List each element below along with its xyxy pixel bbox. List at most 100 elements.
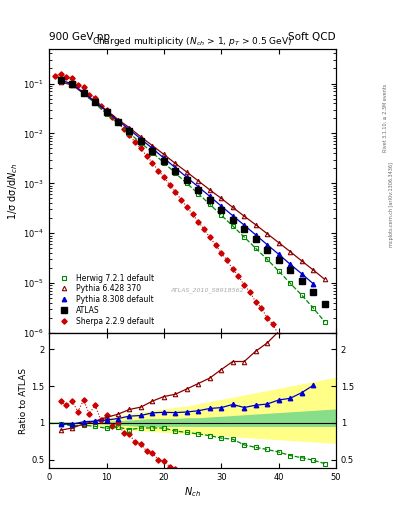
Herwig 7.2.1 default bbox=[173, 170, 178, 176]
ATLAS bbox=[93, 99, 97, 105]
Pythia 8.308 default bbox=[162, 155, 166, 161]
ATLAS bbox=[253, 237, 258, 243]
Pythia 6.428 370 bbox=[104, 108, 109, 114]
Pythia 8.308 default bbox=[127, 126, 132, 133]
Text: Rivet 3.1.10, ≥ 2.3M events: Rivet 3.1.10, ≥ 2.3M events bbox=[383, 83, 387, 152]
Pythia 6.428 370 bbox=[93, 99, 97, 105]
Pythia 8.308 default bbox=[173, 165, 178, 171]
ATLAS bbox=[288, 267, 292, 273]
Pythia 6.428 370 bbox=[162, 152, 166, 158]
Sherpa 2.2.9 default bbox=[144, 153, 149, 159]
Pythia 6.428 370 bbox=[230, 204, 235, 210]
Herwig 7.2.1 default bbox=[311, 305, 316, 311]
ATLAS bbox=[70, 80, 74, 87]
Sherpa 2.2.9 default bbox=[288, 348, 292, 354]
Pythia 8.308 default bbox=[150, 145, 155, 152]
Herwig 7.2.1 default bbox=[139, 140, 143, 146]
Sherpa 2.2.9 default bbox=[98, 102, 103, 109]
Legend: Herwig 7.2.1 default, Pythia 6.428 370, Pythia 8.308 default, ATLAS, Sherpa 2.2.: Herwig 7.2.1 default, Pythia 6.428 370, … bbox=[53, 270, 157, 329]
Sherpa 2.2.9 default bbox=[265, 315, 270, 321]
ATLAS bbox=[58, 76, 63, 82]
Sherpa 2.2.9 default bbox=[87, 92, 92, 98]
Pythia 6.428 370 bbox=[150, 142, 155, 148]
Sherpa 2.2.9 default bbox=[179, 197, 184, 203]
Sherpa 2.2.9 default bbox=[213, 242, 218, 248]
Line: Pythia 8.308 default: Pythia 8.308 default bbox=[59, 78, 315, 286]
Title: Charged multiplicity ($N_{ch}$ > 1, $p_T$ > 0.5 GeV): Charged multiplicity ($N_{ch}$ > 1, $p_T… bbox=[92, 35, 293, 49]
Herwig 7.2.1 default bbox=[150, 150, 155, 156]
Sherpa 2.2.9 default bbox=[116, 119, 120, 125]
Pythia 6.428 370 bbox=[81, 90, 86, 96]
Pythia 8.308 default bbox=[265, 242, 270, 248]
Herwig 7.2.1 default bbox=[162, 160, 166, 166]
ATLAS bbox=[127, 129, 132, 135]
Sherpa 2.2.9 default bbox=[225, 257, 230, 263]
Sherpa 2.2.9 default bbox=[110, 114, 115, 120]
Text: ATLAS_2010_S8918562: ATLAS_2010_S8918562 bbox=[170, 288, 244, 293]
Sherpa 2.2.9 default bbox=[242, 282, 246, 288]
Pythia 8.308 default bbox=[93, 99, 97, 105]
Pythia 6.428 370 bbox=[139, 134, 143, 140]
Pythia 8.308 default bbox=[116, 118, 120, 124]
Herwig 7.2.1 default bbox=[322, 318, 327, 325]
Text: mcplots.cern.ch [arXiv:1306.3436]: mcplots.cern.ch [arXiv:1306.3436] bbox=[389, 162, 393, 247]
Sherpa 2.2.9 default bbox=[248, 289, 252, 295]
Pythia 8.308 default bbox=[58, 77, 63, 83]
Sherpa 2.2.9 default bbox=[121, 126, 126, 133]
Herwig 7.2.1 default bbox=[196, 190, 201, 197]
Herwig 7.2.1 default bbox=[276, 268, 281, 274]
Pythia 8.308 default bbox=[104, 108, 109, 114]
Pythia 8.308 default bbox=[242, 222, 246, 228]
Sherpa 2.2.9 default bbox=[196, 219, 201, 225]
Sherpa 2.2.9 default bbox=[58, 71, 63, 77]
Sherpa 2.2.9 default bbox=[150, 160, 155, 166]
Sherpa 2.2.9 default bbox=[167, 182, 172, 188]
Pythia 8.308 default bbox=[184, 174, 189, 180]
ATLAS bbox=[265, 247, 270, 253]
ATLAS bbox=[196, 187, 201, 193]
Sherpa 2.2.9 default bbox=[253, 299, 258, 305]
Sherpa 2.2.9 default bbox=[311, 381, 316, 388]
ATLAS bbox=[208, 197, 212, 203]
Pythia 6.428 370 bbox=[265, 230, 270, 237]
Pythia 8.308 default bbox=[219, 203, 224, 209]
Pythia 6.428 370 bbox=[184, 169, 189, 175]
ATLAS bbox=[322, 301, 327, 307]
Herwig 7.2.1 default bbox=[253, 245, 258, 251]
Sherpa 2.2.9 default bbox=[173, 188, 178, 195]
Herwig 7.2.1 default bbox=[208, 201, 212, 207]
Sherpa 2.2.9 default bbox=[259, 305, 264, 311]
Sherpa 2.2.9 default bbox=[219, 250, 224, 256]
Y-axis label: Ratio to ATLAS: Ratio to ATLAS bbox=[19, 368, 28, 434]
Pythia 6.428 370 bbox=[288, 248, 292, 254]
Sherpa 2.2.9 default bbox=[93, 95, 97, 101]
Herwig 7.2.1 default bbox=[104, 111, 109, 117]
Herwig 7.2.1 default bbox=[58, 77, 63, 83]
Pythia 6.428 370 bbox=[322, 276, 327, 282]
Line: Pythia 6.428 370: Pythia 6.428 370 bbox=[59, 80, 327, 282]
Herwig 7.2.1 default bbox=[93, 100, 97, 106]
Herwig 7.2.1 default bbox=[184, 180, 189, 186]
ATLAS bbox=[230, 218, 235, 224]
Pythia 6.428 370 bbox=[311, 267, 316, 273]
Herwig 7.2.1 default bbox=[299, 292, 304, 298]
Sherpa 2.2.9 default bbox=[139, 145, 143, 152]
Herwig 7.2.1 default bbox=[219, 212, 224, 218]
Pythia 8.308 default bbox=[288, 261, 292, 267]
Sherpa 2.2.9 default bbox=[270, 321, 275, 327]
Sherpa 2.2.9 default bbox=[208, 234, 212, 240]
Sherpa 2.2.9 default bbox=[305, 370, 310, 376]
ATLAS bbox=[81, 90, 86, 96]
Sherpa 2.2.9 default bbox=[190, 211, 195, 217]
ATLAS bbox=[104, 109, 109, 115]
Pythia 6.428 370 bbox=[242, 213, 246, 219]
Sherpa 2.2.9 default bbox=[316, 386, 321, 392]
Sherpa 2.2.9 default bbox=[104, 106, 109, 113]
Sherpa 2.2.9 default bbox=[75, 81, 80, 88]
Sherpa 2.2.9 default bbox=[294, 353, 298, 359]
Sherpa 2.2.9 default bbox=[276, 332, 281, 338]
ATLAS bbox=[184, 177, 189, 183]
ATLAS bbox=[311, 289, 316, 295]
Pythia 6.428 370 bbox=[299, 258, 304, 264]
Sherpa 2.2.9 default bbox=[184, 204, 189, 210]
